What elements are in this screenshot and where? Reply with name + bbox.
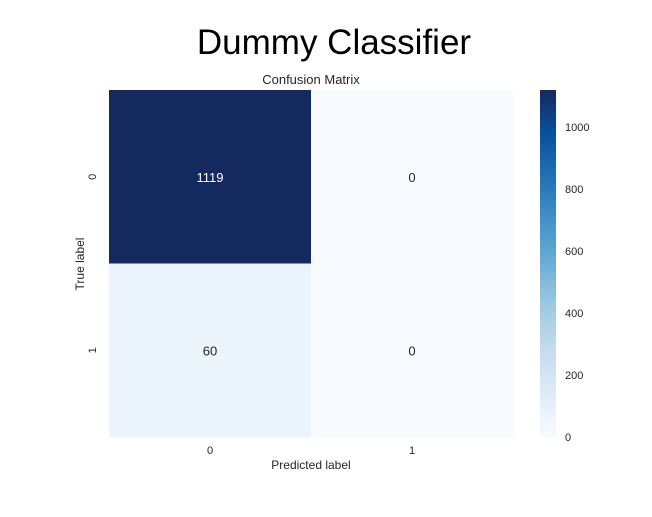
- heatmap-annotation-0-1: 0: [408, 170, 415, 185]
- colorbar-ticks: 0 200 400 600 800 1000: [565, 122, 589, 444]
- heatmap-annotation-1-1: 0: [408, 343, 415, 358]
- colorbar-tick-label-0: 0: [565, 432, 571, 444]
- colorbar: [540, 90, 556, 437]
- x-tick-label-1: 1: [409, 445, 415, 457]
- chart-title: Confusion Matrix: [262, 72, 360, 87]
- heatmap-cell-0-1: [311, 90, 514, 264]
- colorbar-tick-label-1: 200: [565, 370, 583, 382]
- colorbar-tick-label-2: 400: [565, 308, 583, 320]
- x-tick-label-0: 0: [207, 445, 213, 457]
- heatmap-cell-0-0: [109, 90, 312, 264]
- y-tick-label-1: 1: [87, 347, 99, 353]
- colorbar-tick-label-3: 600: [565, 246, 583, 258]
- heatmap-cell-1-1: [311, 263, 514, 438]
- heatmap-cells: [109, 90, 514, 438]
- x-axis-label: Predicted label: [271, 458, 350, 472]
- heatmap-annotations: 1119 0 60 0: [197, 170, 416, 359]
- heatmap-annotation-1-0: 60: [203, 343, 217, 358]
- y-axis-label: True label: [73, 238, 87, 291]
- figure-suptitle: Dummy Classifier: [197, 23, 472, 62]
- heatmap-cell-1-0: [109, 263, 312, 438]
- colorbar-tick-label-5: 1000: [565, 122, 589, 134]
- colorbar-tick-label-4: 800: [565, 184, 583, 196]
- y-axis-ticks: 01: [87, 174, 99, 354]
- y-tick-label-0: 0: [87, 174, 99, 180]
- heatmap-annotation-0-0: 1119: [197, 170, 224, 185]
